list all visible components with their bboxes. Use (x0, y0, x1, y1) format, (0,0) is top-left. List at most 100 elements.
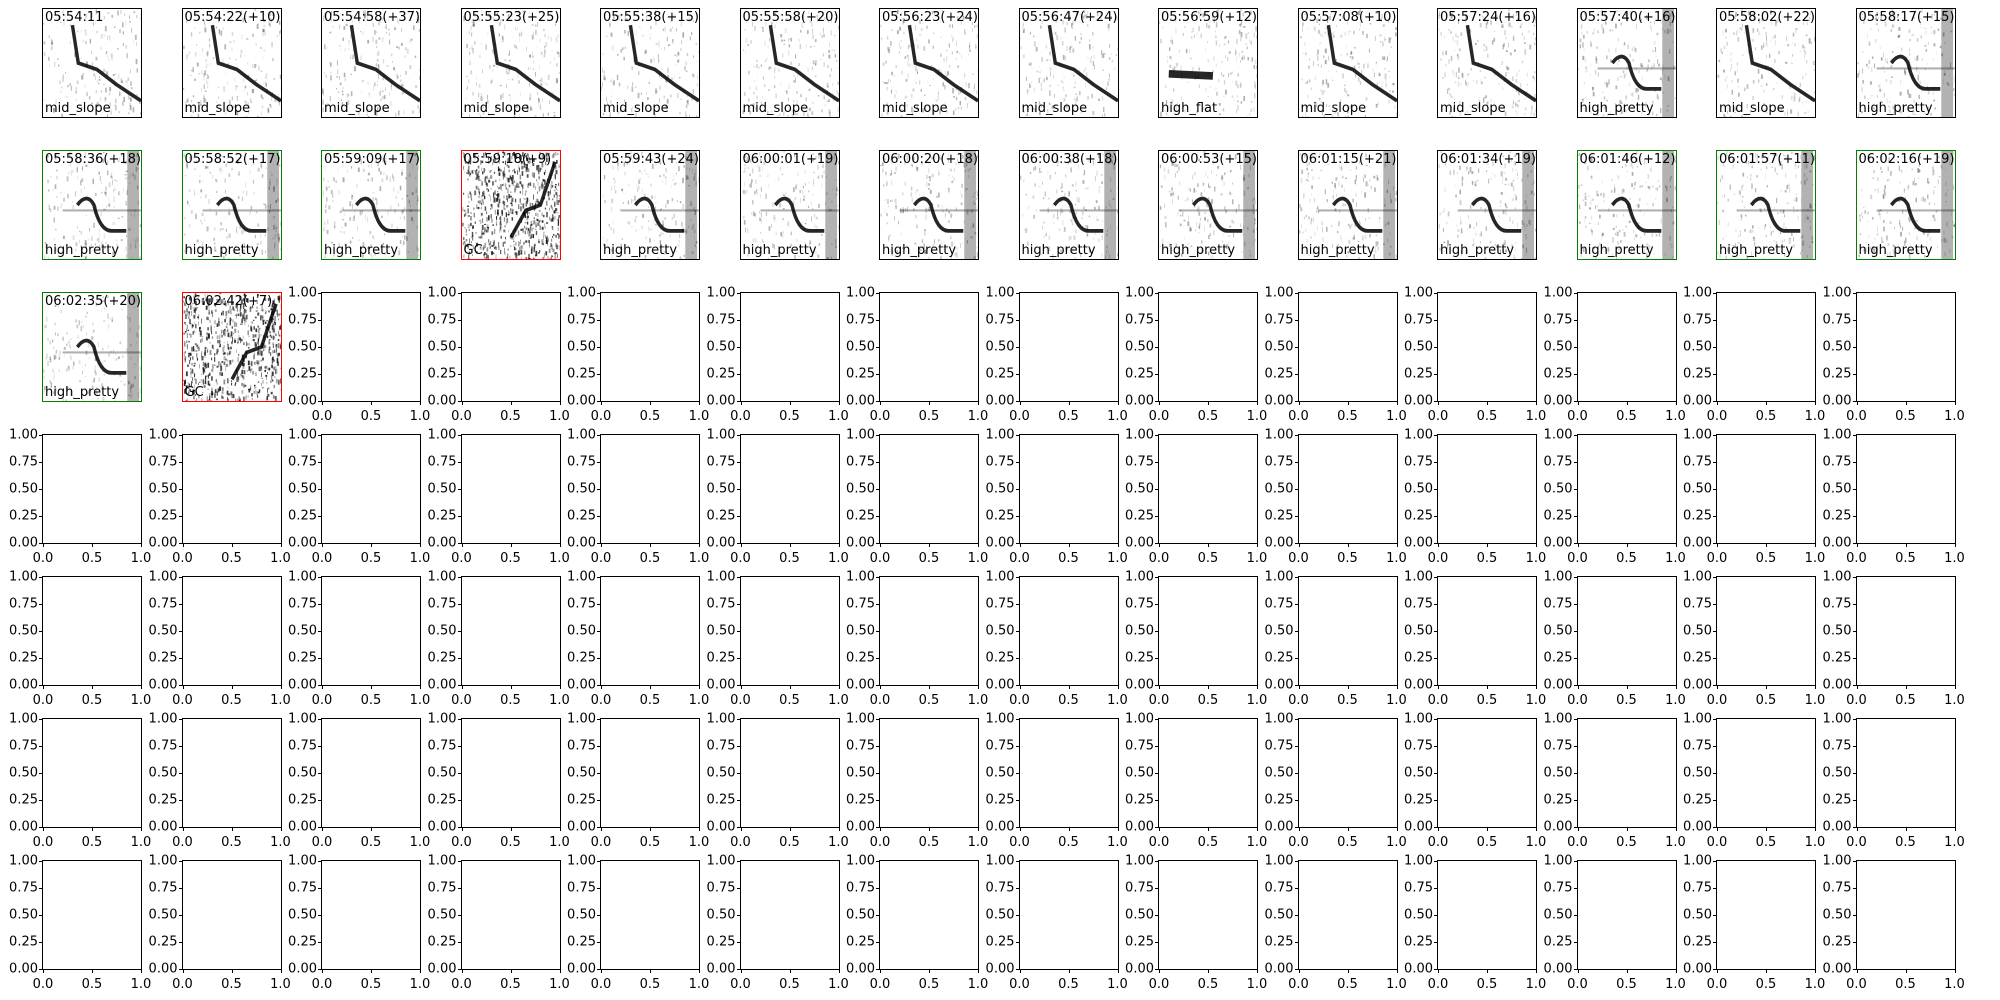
x-tick (280, 543, 282, 547)
y-tick-label: 1.00 (1125, 853, 1154, 869)
y-tick-label: 0.25 (1683, 366, 1712, 382)
x-tick-label: 1.0 (828, 551, 849, 566)
y-tick-label: 0.75 (846, 596, 875, 612)
x-tick (1717, 969, 1718, 973)
spectrogram-panel: 06:00:53(+15) high_pretty (1158, 150, 1258, 260)
x-tick-label: 0.5 (1755, 551, 1777, 566)
y-tick-label: 1.00 (1404, 711, 1433, 727)
x-tick-label: 1.0 (409, 409, 431, 424)
y-tick (318, 685, 322, 686)
y-tick (1573, 969, 1578, 970)
x-tick-label: 0.0 (1846, 409, 1867, 424)
y-tick (178, 516, 183, 517)
empty-axes: 0.00 0.25 0.50 0.75 1.00 0.0 0.5 1.0 (149, 428, 291, 567)
x-tick (1257, 685, 1258, 689)
y-tick (1852, 685, 1857, 686)
x-tick (371, 401, 372, 405)
spectrogram-image (1438, 9, 1536, 117)
spectrogram-image (1438, 151, 1536, 259)
y-tick (1294, 516, 1299, 517)
x-tick-label: 1.0 (967, 693, 989, 708)
x-tick (1717, 401, 1718, 405)
x-tick-label: 0.5 (221, 551, 242, 566)
empty-axes: 0.00 0.25 0.50 0.75 1.00 0.0 0.5 1.0 (846, 428, 988, 567)
y-tick-label: 0.50 (9, 907, 38, 923)
y-tick (39, 800, 43, 801)
empty-axes: 0.00 0.25 0.50 0.75 1.00 0.0 0.5 1.0 (428, 712, 570, 851)
y-tick (318, 800, 322, 801)
y-tick-label: 0.75 (846, 880, 875, 896)
y-tick-label: 1.00 (846, 711, 875, 727)
x-tick (1626, 543, 1628, 547)
x-tick-label: 0.0 (311, 693, 333, 708)
x-tick (1298, 401, 1300, 405)
spectrogram-panel: 05:54:11 mid_slope (42, 8, 142, 118)
y-tick-label: 0.00 (1264, 819, 1294, 835)
x-tick-label: 0.0 (1846, 693, 1867, 708)
x-tick-label: 0.0 (1009, 551, 1030, 566)
y-tick (1713, 746, 1717, 747)
panel-class-label: high_pretty (882, 243, 957, 258)
x-tick-label: 0.0 (1846, 835, 1867, 850)
x-tick-label: 0.5 (779, 551, 800, 566)
y-tick-label: 0.75 (148, 738, 178, 754)
y-tick-label: 0.25 (427, 792, 457, 808)
x-tick (929, 827, 930, 831)
y-tick-label: 1.00 (567, 711, 596, 727)
panel-time-label: 06:01:15(+21) (1300, 152, 1397, 167)
empty-axes: 0.00 0.25 0.50 0.75 1.00 0.0 0.5 1.0 (1823, 712, 1965, 851)
y-tick-label: 0.50 (846, 907, 875, 923)
y-tick (1155, 489, 1159, 490)
y-tick (1155, 800, 1159, 801)
y-tick (318, 543, 322, 544)
spectrogram-image (1856, 9, 1955, 117)
y-tick-label: 0.00 (288, 393, 317, 409)
x-tick (1298, 543, 1300, 547)
y-tick (1155, 915, 1159, 916)
y-tick-label: 1.00 (985, 853, 1015, 869)
empty-axes: 0.00 0.25 0.50 0.75 1.00 0.0 0.5 1.0 (428, 570, 570, 709)
y-tick-label: 1.00 (148, 853, 178, 869)
y-tick (1434, 347, 1438, 348)
x-tick-label: 0.0 (1148, 693, 1170, 708)
empty-axes: 0.00 0.25 0.50 0.75 1.00 0.0 0.5 1.0 (288, 854, 430, 993)
y-tick (1294, 942, 1299, 943)
x-tick (1068, 827, 1070, 831)
x-tick (510, 543, 512, 547)
x-tick (789, 827, 791, 831)
x-tick-label: 0.5 (1616, 551, 1637, 566)
panel-time-label: 05:57:24(+16) (1440, 10, 1536, 25)
panel-time-label: 05:55:23(+25) (463, 10, 560, 25)
y-tick (1434, 827, 1438, 828)
y-tick (736, 969, 741, 970)
x-tick-label: 1.0 (1107, 977, 1128, 992)
spectrogram-image (43, 293, 141, 401)
y-tick (318, 604, 322, 605)
y-tick-label: 0.00 (1404, 961, 1433, 977)
x-tick-label: 0.0 (1009, 693, 1030, 708)
y-tick-label: 0.75 (846, 312, 875, 328)
y-tick (318, 942, 322, 943)
y-tick-label: 0.25 (567, 366, 596, 382)
empty-axes: 0.00 0.25 0.50 0.75 1.00 0.0 0.5 1.0 (707, 428, 849, 567)
x-tick (880, 401, 881, 405)
y-tick-label: 0.50 (148, 623, 178, 639)
y-tick-label: 0.00 (985, 535, 1015, 551)
x-tick (1487, 543, 1488, 547)
x-tick-label: 0.5 (639, 977, 661, 992)
x-tick-label: 1.0 (1525, 977, 1547, 992)
y-tick (457, 658, 462, 659)
panel-class-label: high_pretty (1021, 243, 1096, 258)
x-tick-label: 0.5 (1616, 977, 1637, 992)
y-tick-label: 0.25 (1822, 650, 1852, 666)
x-tick (141, 685, 142, 689)
x-tick (929, 543, 930, 547)
y-tick (1015, 577, 1020, 578)
y-tick-label: 1.00 (1683, 853, 1712, 869)
y-tick (597, 969, 601, 970)
x-tick (1019, 685, 1021, 689)
x-tick (838, 827, 840, 831)
x-tick-label: 0.0 (590, 551, 612, 566)
x-tick (699, 685, 700, 689)
y-tick-label: 0.75 (567, 454, 596, 470)
